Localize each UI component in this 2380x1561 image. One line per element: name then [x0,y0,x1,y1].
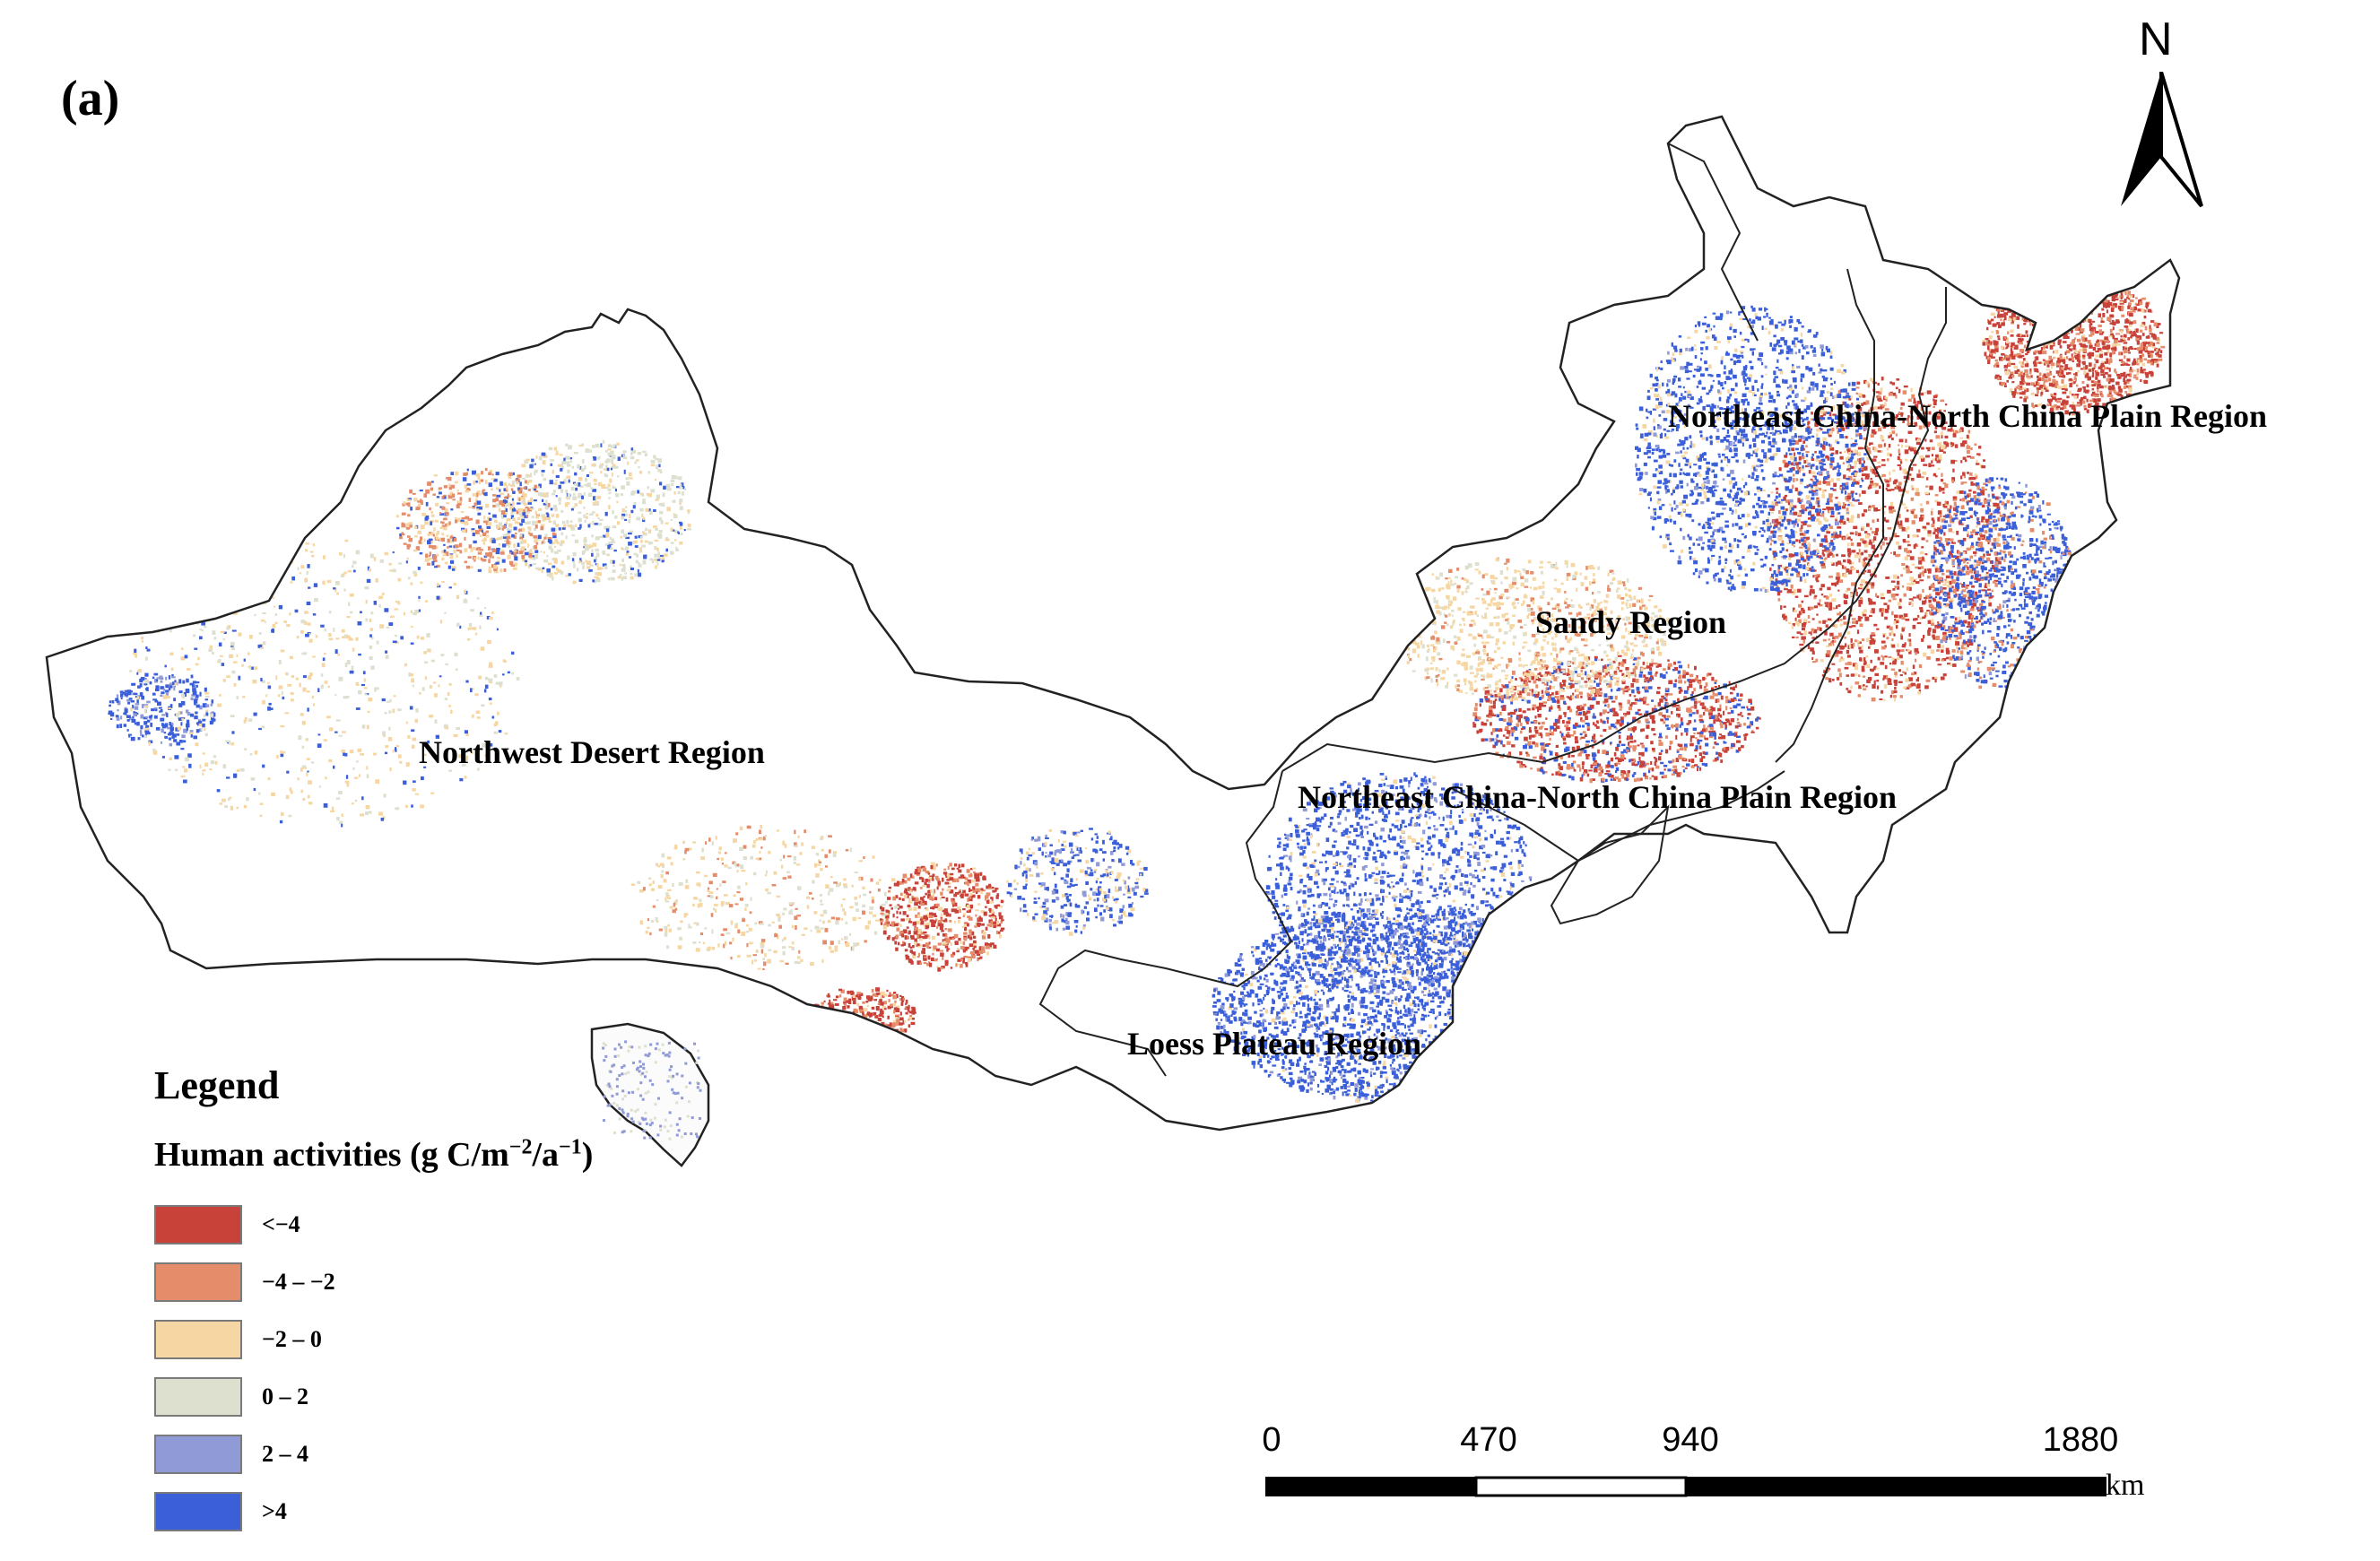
internal-boundary-north [1667,143,1759,342]
scale-tick-label: 940 [1662,1421,1719,1459]
legend-label: 0 – 2 [262,1383,308,1409]
legend-label: −4 – −2 [262,1269,335,1295]
internal-boundary-east [1452,770,1785,863]
legend: Legend Human activities (g C/m−2/a−1) <−… [154,1062,593,1540]
legend-swatch [154,1492,242,1531]
region-label-sandy: Sandy Region [1535,604,1727,640]
legend-row: >4 [154,1483,593,1540]
legend-subtitle: Human activities (g C/m−2/a−1) [154,1135,594,1174]
north-arrow-icon [2121,72,2203,208]
island-raster [602,1040,702,1140]
legend-row: 2 – 4 [154,1426,593,1483]
region-label-northwest-desert: Northwest Desert Region [419,734,765,770]
human-activity-raster [108,269,2166,1106]
panel-label: (a) [61,71,120,126]
scale-tick-label: 0 [1262,1421,1281,1459]
legend-label: −2 – 0 [262,1326,322,1352]
scale-tick-label: 470 [1460,1421,1517,1459]
scale-unit: km [2106,1469,2145,1502]
legend-row: −2 – 0 [154,1311,593,1368]
internal-boundary-sandy [1281,287,1947,772]
legend-row: 0 – 2 [154,1368,593,1426]
legend-classes: <−4 −4 – −2 −2 – 0 0 – 2 2 – 4 >4 [154,1196,593,1540]
north-label: N [2139,13,2173,65]
north-arrow: N [2112,13,2211,210]
peninsula-outline [1550,804,1670,925]
legend-swatch [154,1320,242,1359]
scale-tick-label: 1880 [2042,1421,2119,1459]
study-area-boundary [45,115,2181,1132]
scale-bar: 0 470 940 1880 km [1262,1421,2144,1520]
internal-boundary-northeast [1775,268,1884,763]
legend-swatch [154,1205,242,1244]
internal-boundary-loess [1038,770,1293,1077]
legend-title: Legend [154,1063,280,1107]
legend-label: >4 [262,1498,287,1524]
region-label-northeast-upper: Northeast China-North China Plain Region [1668,398,2268,434]
region-label-northeast-lower: Northeast China-North China Plain Region [1298,779,1898,815]
scale-bar-graphic [1265,1476,2106,1497]
legend-swatch [154,1435,242,1474]
legend-row: −4 – −2 [154,1253,593,1311]
region-label-loess: Loess Plateau Region [1127,1026,1421,1062]
legend-label: 2 – 4 [262,1441,308,1467]
legend-row: <−4 [154,1196,593,1253]
legend-swatch [154,1262,242,1302]
legend-label: <−4 [262,1211,300,1237]
legend-swatch [154,1377,242,1417]
